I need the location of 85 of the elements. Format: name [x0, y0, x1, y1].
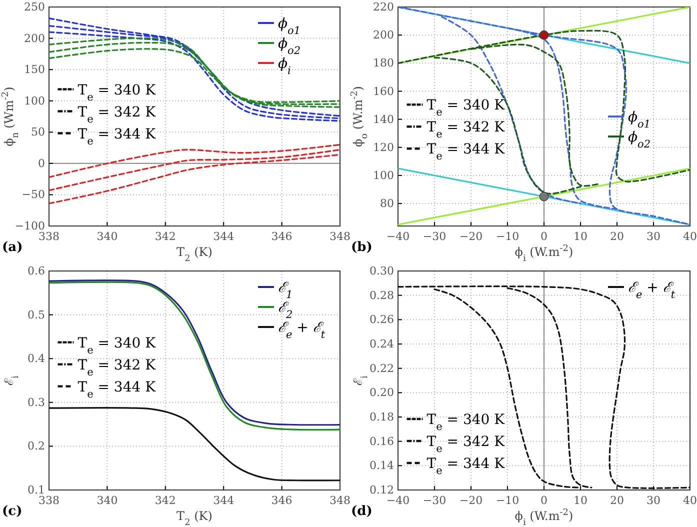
- x-tick-label: 342: [154, 230, 176, 243]
- x-tick-label: 0: [540, 230, 548, 243]
- y-tick-label: 120: [373, 140, 394, 154]
- annotation: T$_{e}$ = 340 K: [78, 335, 156, 356]
- y-tick-label: 100: [373, 168, 394, 182]
- text: (b): [351, 240, 372, 255]
- y-tick-label: 100: [24, 94, 45, 108]
- text: (c): [2, 504, 22, 519]
- x-tick-label: 340: [96, 494, 118, 507]
- x-axis-title: ϕ$_{i}$ (W.m$^{-2}$): [514, 508, 574, 527]
- y-tick-label: 200: [373, 28, 394, 42]
- text: (a): [2, 240, 23, 255]
- x-tick-label: 30: [646, 230, 660, 243]
- x-axis-title: T$_{2}$ (K): [176, 245, 212, 264]
- y-tick-label: 0.30: [370, 264, 394, 278]
- legend-label: ϕ$_{o1}$: [278, 16, 301, 37]
- annotation: T$_{e}$ = 342 K: [78, 104, 156, 126]
- annotation: T$_{e}$ = 340 K: [426, 98, 506, 119]
- x-tick-label: 346: [271, 494, 292, 507]
- annotation: T$_{e}$ = 344 K: [426, 142, 506, 163]
- annotation: T$_{e}$ = 340 K: [78, 82, 156, 104]
- legend-label: ℰ$_{e}$ + ℰ$_{t}$: [278, 320, 326, 341]
- x-tick-label: 20: [610, 494, 624, 507]
- x-tick-label: −20: [459, 494, 483, 507]
- y-tick-label: 0.24: [370, 338, 394, 351]
- y-tick-label: 0.2: [28, 440, 45, 453]
- x-axis-title: T$_{2}$ (K): [176, 509, 212, 527]
- x-tick-label: 40: [683, 230, 697, 243]
- legend-label: ϕ$_{o2}$: [278, 36, 301, 57]
- y-tick-label: 140: [373, 112, 394, 126]
- x-tick-label: 10: [574, 494, 588, 507]
- y-tick-label: 0.5: [28, 308, 45, 322]
- x-axis-title: ϕ$_{i}$ (W.m$^{-2}$): [514, 244, 574, 264]
- annotation: T$_{e}$ = 342 K: [426, 434, 506, 455]
- y-tick-label: 200: [24, 32, 45, 45]
- y-tick-label: 180: [373, 56, 394, 70]
- x-tick-label: −20: [459, 230, 483, 243]
- legend-label: ϕ$_{i}$: [278, 56, 291, 77]
- annotation: T$_{e}$ = 344 K: [426, 456, 506, 477]
- x-tick-label: 30: [646, 494, 660, 507]
- x-tick-label: 40: [683, 494, 697, 507]
- y-tick-label: 0.16: [370, 434, 394, 448]
- legend-label: ϕ$_{o2}$: [628, 130, 651, 150]
- y-tick-label: 0.18: [370, 410, 394, 424]
- x-tick-label: 10: [574, 230, 588, 243]
- legend-label: ℰ$_{1}$: [278, 280, 293, 301]
- y-tick-label: 0.3: [28, 396, 45, 409]
- x-tick-label: 342: [154, 494, 176, 507]
- y-tick-label: 80: [380, 197, 394, 210]
- text: (d): [351, 504, 372, 519]
- y-tick-label: 0.22: [370, 362, 394, 375]
- x-tick-label: −30: [422, 494, 446, 507]
- legend-label: ℰ$_{e}$ + ℰ$_{t}$: [628, 280, 676, 301]
- y-tick-label: 0.20: [370, 386, 394, 400]
- y-tick-label: −50: [22, 188, 45, 202]
- annotation: T$_{e}$ = 342 K: [426, 120, 506, 141]
- annotation: T$_{e}$ = 344 K: [78, 126, 156, 148]
- x-tick-label: −30: [422, 230, 446, 243]
- y-tick-label: 250: [24, 0, 45, 14]
- x-tick-label: 20: [610, 230, 624, 243]
- y-tick-label: 0.4: [28, 352, 45, 366]
- y-tick-label: 160: [373, 84, 394, 98]
- annotation: T$_{e}$ = 344 K: [78, 379, 156, 400]
- x-tick-label: 340: [96, 230, 118, 243]
- x-tick-label: 348: [330, 230, 350, 243]
- y-tick-label: 50: [31, 126, 45, 139]
- y-tick-label: 150: [24, 63, 45, 76]
- x-tick-label: 344: [213, 230, 234, 243]
- annotation: T$_{e}$ = 342 K: [78, 357, 156, 378]
- y-tick-label: 0: [38, 156, 45, 170]
- annotation: T$_{e}$ = 340 K: [426, 412, 506, 433]
- legend-label: ϕ$_{o1}$: [628, 110, 651, 130]
- y-tick-label: 0.26: [370, 313, 394, 326]
- x-tick-label: 348: [330, 494, 350, 507]
- x-tick-label: −10: [496, 494, 520, 507]
- y-tick-label: 220: [373, 0, 394, 14]
- y-tick-label: 0.6: [28, 264, 45, 278]
- x-tick-label: −40: [386, 230, 410, 243]
- x-tick-label: 344: [213, 494, 234, 507]
- y-tick-label: 0.14: [370, 459, 394, 472]
- legend-label: ℰ$_{2}$: [278, 300, 293, 321]
- x-tick-label: 0: [540, 494, 548, 507]
- x-tick-label: 346: [271, 230, 292, 243]
- y-tick-label: 0.28: [370, 288, 394, 302]
- x-tick-label: −10: [496, 230, 520, 243]
